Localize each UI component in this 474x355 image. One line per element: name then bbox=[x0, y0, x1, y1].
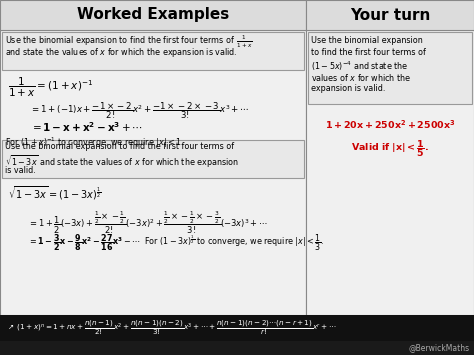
Text: $= \mathbf{1 - x + x^2 - x^3} + \cdots$: $= \mathbf{1 - x + x^2 - x^3} + \cdots$ bbox=[30, 120, 143, 134]
Text: $\sqrt{1-3x}$ and state the values of $x$ for which the expansion: $\sqrt{1-3x}$ and state the values of $x… bbox=[5, 154, 239, 170]
Text: $\mathbf{Valid\ if\ |x| < \dfrac{1}{5}.}$: $\mathbf{Valid\ if\ |x| < \dfrac{1}{5}.}… bbox=[351, 138, 429, 159]
Text: $= 1 + \dfrac{1}{2}(-3x) + \dfrac{\frac{1}{2}\times -\frac{1}{2}}{2!}(-3x)^2 + \: $= 1 + \dfrac{1}{2}(-3x) + \dfrac{\frac{… bbox=[28, 210, 268, 236]
Bar bbox=[0, 0, 306, 30]
Text: expansion is valid.: expansion is valid. bbox=[311, 84, 385, 93]
Text: Use the binomial expansion: Use the binomial expansion bbox=[311, 36, 422, 45]
Text: to find the first four terms of: to find the first four terms of bbox=[311, 48, 426, 57]
Text: $\dfrac{1}{1+x} = (1+x)^{-1}$: $\dfrac{1}{1+x} = (1+x)^{-1}$ bbox=[8, 76, 93, 99]
Bar bbox=[0, 30, 306, 315]
Text: $\sqrt{1-3x} = (1-3x)^{\frac{1}{2}}$: $\sqrt{1-3x} = (1-3x)^{\frac{1}{2}}$ bbox=[8, 184, 101, 202]
Bar bbox=[0, 341, 474, 355]
Text: Your turn: Your turn bbox=[350, 7, 430, 22]
Text: For $(1+x)^{-1}$ to converge, we require $|x| < 1.$: For $(1+x)^{-1}$ to converge, we require… bbox=[5, 136, 184, 151]
Text: $\nearrow\;(1+x)^n = 1 + nx + \dfrac{n(n-1)}{2!}x^2 + \dfrac{n(n-1)(n-2)}{3!}x^3: $\nearrow\;(1+x)^n = 1 + nx + \dfrac{n(n… bbox=[6, 319, 337, 337]
Bar bbox=[306, 0, 474, 30]
Bar bbox=[308, 32, 472, 104]
Text: is valid.: is valid. bbox=[5, 166, 36, 175]
Text: $= 1 + (-1)x + \dfrac{-1 \times -2}{2!}x^2 + \dfrac{-1 \times -2 \times -3}{3!}x: $= 1 + (-1)x + \dfrac{-1 \times -2}{2!}x… bbox=[30, 100, 249, 121]
Text: @BerwickMaths: @BerwickMaths bbox=[409, 344, 470, 353]
Bar bbox=[306, 30, 474, 315]
Text: Use the binomial expansion to find the first four terms of $\,\frac{1}{1+x}$: Use the binomial expansion to find the f… bbox=[5, 34, 253, 50]
Bar bbox=[2, 140, 304, 178]
Bar bbox=[0, 315, 474, 341]
Text: Worked Examples: Worked Examples bbox=[77, 7, 229, 22]
Text: $(1-5x)^{-4}$ and state the: $(1-5x)^{-4}$ and state the bbox=[311, 60, 408, 73]
Text: values of $x$ for which the: values of $x$ for which the bbox=[311, 72, 411, 83]
Bar bbox=[2, 32, 304, 70]
Text: Use the binomial expansion to find the first four terms of: Use the binomial expansion to find the f… bbox=[5, 142, 234, 151]
Text: $\mathbf{1 + 20x + 250x^2 + 2500x^3}$: $\mathbf{1 + 20x + 250x^2 + 2500x^3}$ bbox=[325, 118, 455, 131]
Text: and state the values of $x$ for which the expansion is valid.: and state the values of $x$ for which th… bbox=[5, 46, 237, 59]
Text: $= \mathbf{1 - \dfrac{3}{2}x - \dfrac{9}{8}x^2 - \dfrac{27}{16}x^3} - \cdots\;\;: $= \mathbf{1 - \dfrac{3}{2}x - \dfrac{9}… bbox=[28, 232, 325, 253]
